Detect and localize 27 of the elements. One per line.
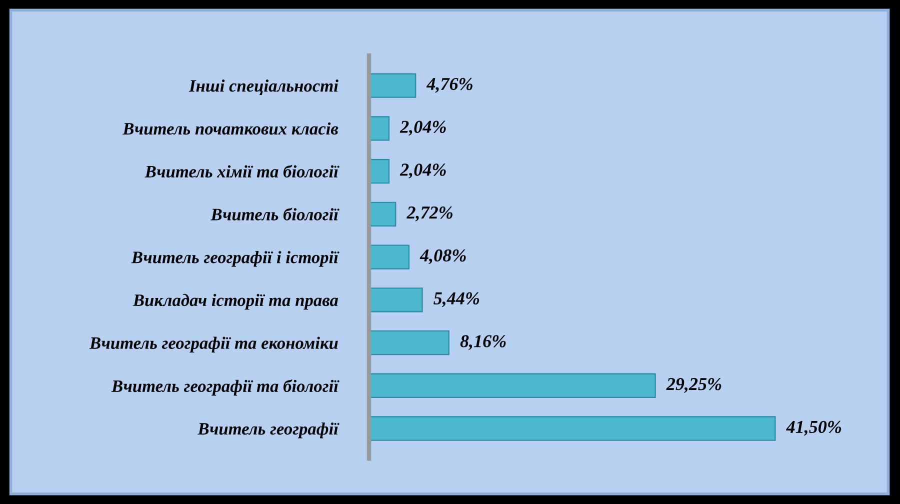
bar (369, 202, 396, 227)
bar (369, 158, 390, 184)
y-tick-label: Вчитель біології (210, 208, 340, 220)
bar (369, 373, 656, 398)
y-tick-label: Інші спеціальності (188, 80, 338, 96)
data-label: 5,44% (434, 292, 480, 308)
y-tick-label: Вчитель географії та економіки (89, 336, 338, 352)
data-label: 2,72% (406, 206, 452, 222)
y-tick-label: Вчитель географії та біології (111, 379, 340, 396)
y-tick-label: Вчитель географії і історії (131, 251, 340, 267)
data-label: 8,16% (460, 335, 506, 350)
bar (369, 288, 423, 312)
bar (369, 244, 410, 270)
data-label: 29,25% (666, 378, 722, 393)
bar (369, 73, 416, 98)
y-tick-label: Викладач історії та права (132, 294, 338, 310)
data-label: 4,76% (426, 78, 472, 93)
y-tick-label: Вчитель географії (198, 422, 340, 438)
y-tick-label: Вчитель хімії та біології (144, 164, 340, 178)
data-label: 4,08% (420, 249, 466, 264)
y-tick-label: Вчитель початкових класів (122, 122, 338, 135)
bar (369, 416, 776, 441)
data-label: 41,50% (786, 420, 842, 436)
data-label: 2,04% (400, 120, 446, 136)
data-label: 2,04% (400, 164, 446, 178)
bar (369, 116, 390, 141)
bar (369, 330, 450, 356)
